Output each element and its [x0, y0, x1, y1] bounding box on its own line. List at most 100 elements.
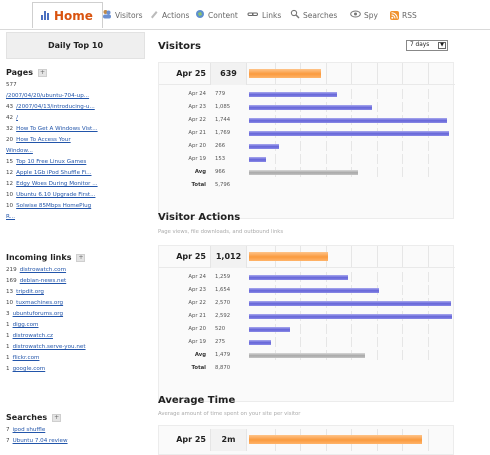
incoming-link-link[interactable]: ubuntuforums.org [12, 311, 64, 317]
day-row: Apr 20 266 [159, 141, 455, 151]
gridline [326, 141, 327, 151]
tab-rss[interactable]: RSS [390, 6, 417, 24]
day-value: 779 [215, 91, 226, 97]
page-link[interactable]: Top 10 Free Linux Games [16, 159, 87, 165]
day-bar [249, 274, 348, 280]
page-item: 10 Solwise 85Mbps HomePlug [6, 203, 148, 209]
day-bar [249, 130, 449, 136]
gridline [377, 154, 378, 164]
page-count: 20 [6, 137, 14, 143]
date-range-select[interactable]: 7 days ▼ [406, 40, 448, 51]
top-navigation: Home Visitors Actions Content Links Sear… [0, 0, 490, 30]
expand-pages-icon[interactable]: + [37, 68, 47, 77]
day-label: Apr 20 [188, 326, 206, 332]
expand-incoming-icon[interactable]: + [76, 253, 86, 262]
today-bar [249, 252, 328, 261]
gridline [351, 337, 352, 347]
day-value: 153 [215, 156, 226, 162]
gridline [351, 154, 352, 164]
incoming-link-count: 1 [6, 355, 10, 361]
today-value: 1,012 [210, 246, 247, 268]
tab-searches[interactable]: Searches [290, 6, 337, 24]
day-label: Apr 19 [188, 156, 206, 162]
day-row: Apr 22 1,744 [159, 115, 455, 125]
day-value: 2,592 [215, 313, 231, 319]
page-count: 43 [6, 104, 14, 110]
day-bar [249, 104, 372, 110]
average-value: 1,479 [215, 352, 231, 358]
gridline [402, 246, 403, 267]
page-link[interactable]: Apple 1Gb iPod Shuffle Fi... [16, 170, 92, 176]
day-label: Apr 23 [188, 104, 206, 110]
day-bar [249, 300, 451, 306]
page-link[interactable]: /2007/04/20/ubuntu-704-up... [6, 93, 90, 99]
tab-links[interactable]: Links [247, 6, 281, 24]
page-link[interactable]: R... [6, 214, 16, 220]
incoming-link-item: 169 debian-news.net [6, 278, 148, 284]
page-item: R... [6, 214, 148, 220]
page-link[interactable]: / [16, 115, 19, 121]
day-row: Apr 23 1,085 [159, 102, 455, 112]
page-link[interactable]: Window... [6, 148, 33, 154]
total-label: Total [191, 365, 206, 371]
gridline [428, 285, 429, 295]
incoming-link-link[interactable]: google.com [12, 366, 46, 372]
gridline [351, 89, 352, 99]
gridline [428, 102, 429, 112]
incoming-link-link[interactable]: digg.com [12, 322, 39, 328]
searches-icon [290, 9, 300, 21]
incoming-link-count: 3 [6, 311, 10, 317]
actions-icon [149, 9, 159, 21]
page-link[interactable]: Ubuntu 6.10 Upgrade First... [16, 192, 96, 198]
incoming-link-link[interactable]: debian-news.net [19, 278, 67, 284]
tab-actions[interactable]: Actions [149, 6, 189, 24]
gridline [402, 350, 403, 360]
gridline [351, 141, 352, 151]
pages-heading: Pages + [6, 68, 47, 77]
gridline [377, 272, 378, 282]
page-link[interactable]: How To Get A Windows Vist... [16, 126, 98, 132]
gridline [377, 63, 378, 84]
day-row: Apr 24 1,259 [159, 272, 455, 282]
incoming-link-link[interactable]: distrowatch.com [19, 267, 67, 273]
incoming-link-link[interactable]: distrowatch.cz [12, 333, 53, 339]
today-label: Apr 25 [176, 252, 206, 261]
page-link[interactable]: How To Access Your [16, 137, 71, 143]
page-link[interactable]: Edgy Woes During Monitor ... [16, 181, 98, 187]
page-count: 12 [6, 181, 14, 187]
day-bar [249, 91, 337, 97]
page-item: 43/2007/04/13/introducing-u... [6, 104, 148, 110]
expand-searches-icon[interactable]: + [52, 413, 62, 422]
gridline [428, 167, 429, 177]
today-bar [249, 435, 422, 444]
average-row: Avg 966 [159, 167, 455, 177]
day-label: Apr 24 [188, 91, 206, 97]
links-icon [247, 9, 259, 21]
search-term-link[interactable]: ipod shuffle [12, 427, 46, 433]
gridline [402, 102, 403, 112]
incoming-link-link[interactable]: distrowatch.serve-you.net [12, 344, 86, 350]
tab-visitors[interactable]: Visitors [102, 6, 143, 24]
gridline [402, 285, 403, 295]
average-value: 966 [215, 169, 226, 175]
day-value: 1,085 [215, 104, 231, 110]
total-value: 8,870 [215, 365, 231, 371]
incoming-link-item: 1 distrowatch.serve-you.net [6, 344, 148, 350]
incoming-link-link[interactable]: tripdit.org [16, 289, 44, 295]
gridline [402, 89, 403, 99]
page-count: 42 [6, 115, 14, 121]
search-term-link[interactable]: Ubuntu 7.04 review [12, 438, 68, 444]
page-link[interactable]: /2007/04/13/introducing-u... [16, 104, 95, 110]
tab-home[interactable]: Home [32, 2, 103, 28]
incoming-link-count: 13 [6, 289, 14, 295]
gridline [428, 154, 429, 164]
incoming-link-link[interactable]: flickr.com [12, 355, 40, 361]
gridline [377, 350, 378, 360]
incoming-link-link[interactable]: tuxmachines.org [16, 300, 64, 306]
content-icon [195, 9, 205, 21]
tab-spy[interactable]: Spy [350, 6, 378, 24]
gridline [428, 141, 429, 151]
page-link[interactable]: Solwise 85Mbps HomePlug [16, 203, 92, 209]
day-value: 1,259 [215, 274, 231, 280]
tab-content[interactable]: Content [195, 6, 238, 24]
